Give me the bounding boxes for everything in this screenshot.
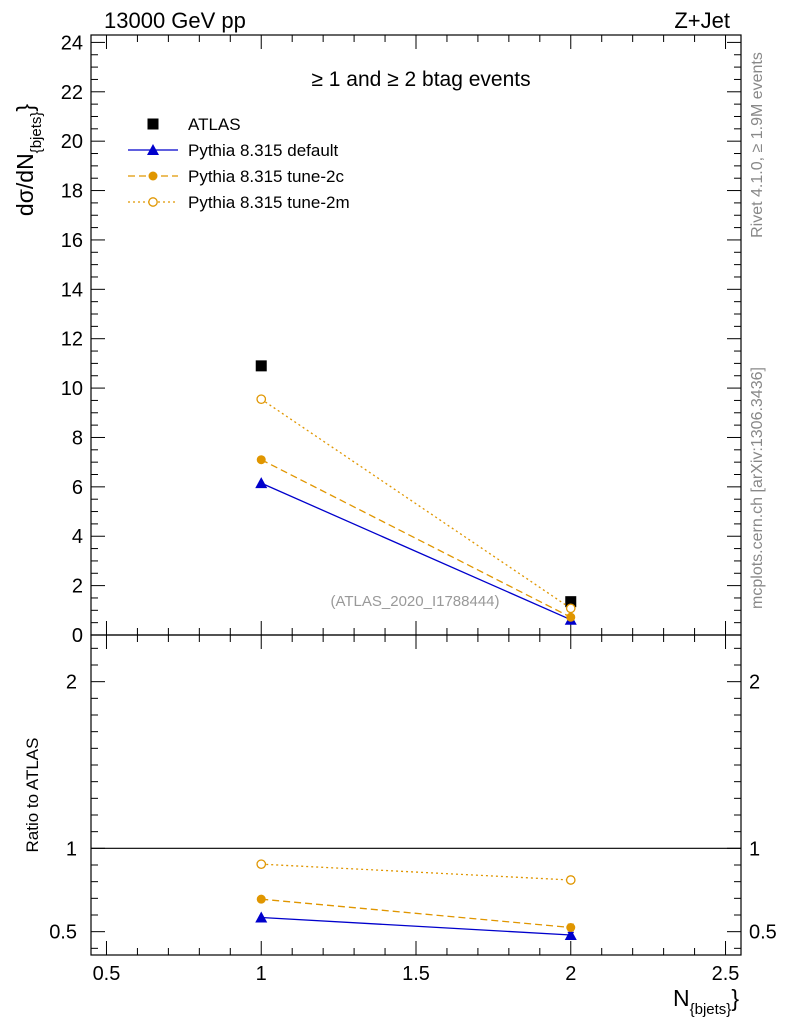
main-y-tick-label: 24 [61, 32, 83, 54]
main-data-point [565, 603, 576, 614]
x-tick-label: 2 [565, 963, 576, 985]
main-series-line [260, 459, 572, 618]
x-tick-label: 0.5 [93, 963, 121, 985]
chart-title: ≥ 1 and ≥ 2 btag events [311, 68, 530, 91]
x-axis-label-sub: {bjets} [690, 1001, 732, 1018]
legend-entry: Pythia 8.315 tune-2c [128, 167, 344, 186]
ratio-y-tick-label-right: 0.5 [749, 922, 777, 944]
ratio-y-tick-label-right: 1 [749, 838, 760, 860]
ratio-data-point [256, 894, 266, 904]
legend-marker [148, 197, 158, 207]
main-y-label-sub: {bjets} [28, 112, 45, 154]
x-axis-label-text: N [673, 985, 690, 1011]
legend-entry: Pythia 8.315 default [128, 141, 339, 160]
ratio-series-line [261, 863, 571, 881]
main-y-tick-label: 20 [61, 131, 83, 153]
ratio-y-tick-label: 0.5 [49, 922, 77, 944]
legend-entry: ATLAS [147, 115, 241, 134]
ratio-data-point [255, 911, 268, 923]
main-y-tick-label: 16 [61, 230, 83, 252]
analysis-watermark: (ATLAS_2020_I1788444) [330, 593, 499, 610]
main-y-tick-label: 14 [61, 279, 83, 301]
main-y-label-text: dσ/dN [12, 153, 38, 216]
main-y-tick-label: 2 [72, 576, 83, 598]
x-axis-label-close: } [731, 985, 739, 1011]
ratio-y-tick-label-right: 2 [749, 672, 760, 694]
main-series-group [255, 360, 577, 625]
legend-marker [148, 171, 158, 181]
main-series-0 [255, 360, 577, 608]
main-y-tick-label: 8 [72, 427, 83, 449]
ratio-y-tick-label: 2 [66, 672, 77, 694]
ratio-series-1 [256, 894, 576, 932]
main-series-2 [256, 455, 576, 622]
main-y-tick-label: 12 [61, 329, 83, 351]
main-data-point [565, 596, 577, 608]
legend-label: Pythia 8.315 tune-2c [188, 167, 344, 186]
main-y-tick-label: 4 [72, 526, 83, 548]
energy-label: 13000 GeV pp [104, 8, 246, 33]
ratio-y-axis: 0.5 0.5 1 1 2 2 [49, 647, 777, 949]
legend-marker [147, 118, 159, 130]
main-y-label: dσ/dN{bjets}} [12, 104, 45, 217]
main-data-point [256, 455, 266, 465]
legend: ATLAS Pythia 8.315 default Pythia 8.315 tu… [128, 115, 350, 212]
main-series-3 [256, 394, 576, 614]
main-y-tick-label: 10 [61, 378, 83, 400]
x-axis-label: N{bjets}} [673, 985, 739, 1018]
main-y-tick-label: 22 [61, 82, 83, 104]
ratio-series-line [261, 916, 571, 936]
x-tick-label: 2.5 [712, 963, 740, 985]
main-y-tick-label: 6 [72, 477, 83, 499]
ratio-series-group [91, 847, 741, 940]
ratio-y-label: Ratio to ATLAS [23, 738, 42, 853]
ratio-series-2 [256, 859, 576, 885]
rivet-info-label: Rivet 4.1.0, ≥ 1.9M events [749, 52, 766, 238]
ratio-x-axis: 0.5 1 1.5 2 2.5 [93, 635, 740, 985]
ratio-series-0 [255, 911, 577, 940]
main-data-point [566, 612, 576, 622]
ratio-panel: 0.5 0.5 1 1 2 2 0.5 1 1.5 2 2.5 Ratio to ATLAS N{… [23, 634, 777, 1018]
process-label: Z+Jet [674, 8, 730, 33]
main-data-point [256, 394, 267, 405]
main-y-tick-label: 0 [72, 625, 83, 647]
ratio-y-tick-label: 1 [66, 838, 77, 860]
main-data-point [255, 477, 268, 489]
mcplots-info-label: mcplots.cern.ch [arXiv:1306.3436] [749, 367, 766, 609]
svg-text:dσ/dN{bjets}}: dσ/dN{bjets}} [12, 104, 45, 217]
main-series-line [260, 398, 572, 609]
ratio-series-line [261, 898, 571, 929]
legend-label: ATLAS [188, 115, 241, 134]
ratio-data-point [564, 929, 577, 940]
ratio-frame [90, 634, 742, 956]
main-y-tick-label: 18 [61, 181, 83, 203]
main-data-point [255, 360, 267, 372]
ratio-data-point [565, 875, 576, 885]
legend-label: Pythia 8.315 default [188, 141, 339, 160]
legend-marker [147, 144, 159, 155]
ratio-data-point [256, 859, 267, 870]
main-y-label-close: } [12, 104, 38, 112]
main-series-line [260, 482, 572, 621]
x-tick-label: 1.5 [402, 963, 430, 985]
main-x-ticks [105, 35, 727, 635]
x-tick-label: 1 [256, 963, 267, 985]
legend-entry: Pythia 8.315 tune-2m [128, 193, 350, 212]
ratio-data-point [566, 923, 576, 932]
legend-label: Pythia 8.315 tune-2m [188, 193, 350, 212]
